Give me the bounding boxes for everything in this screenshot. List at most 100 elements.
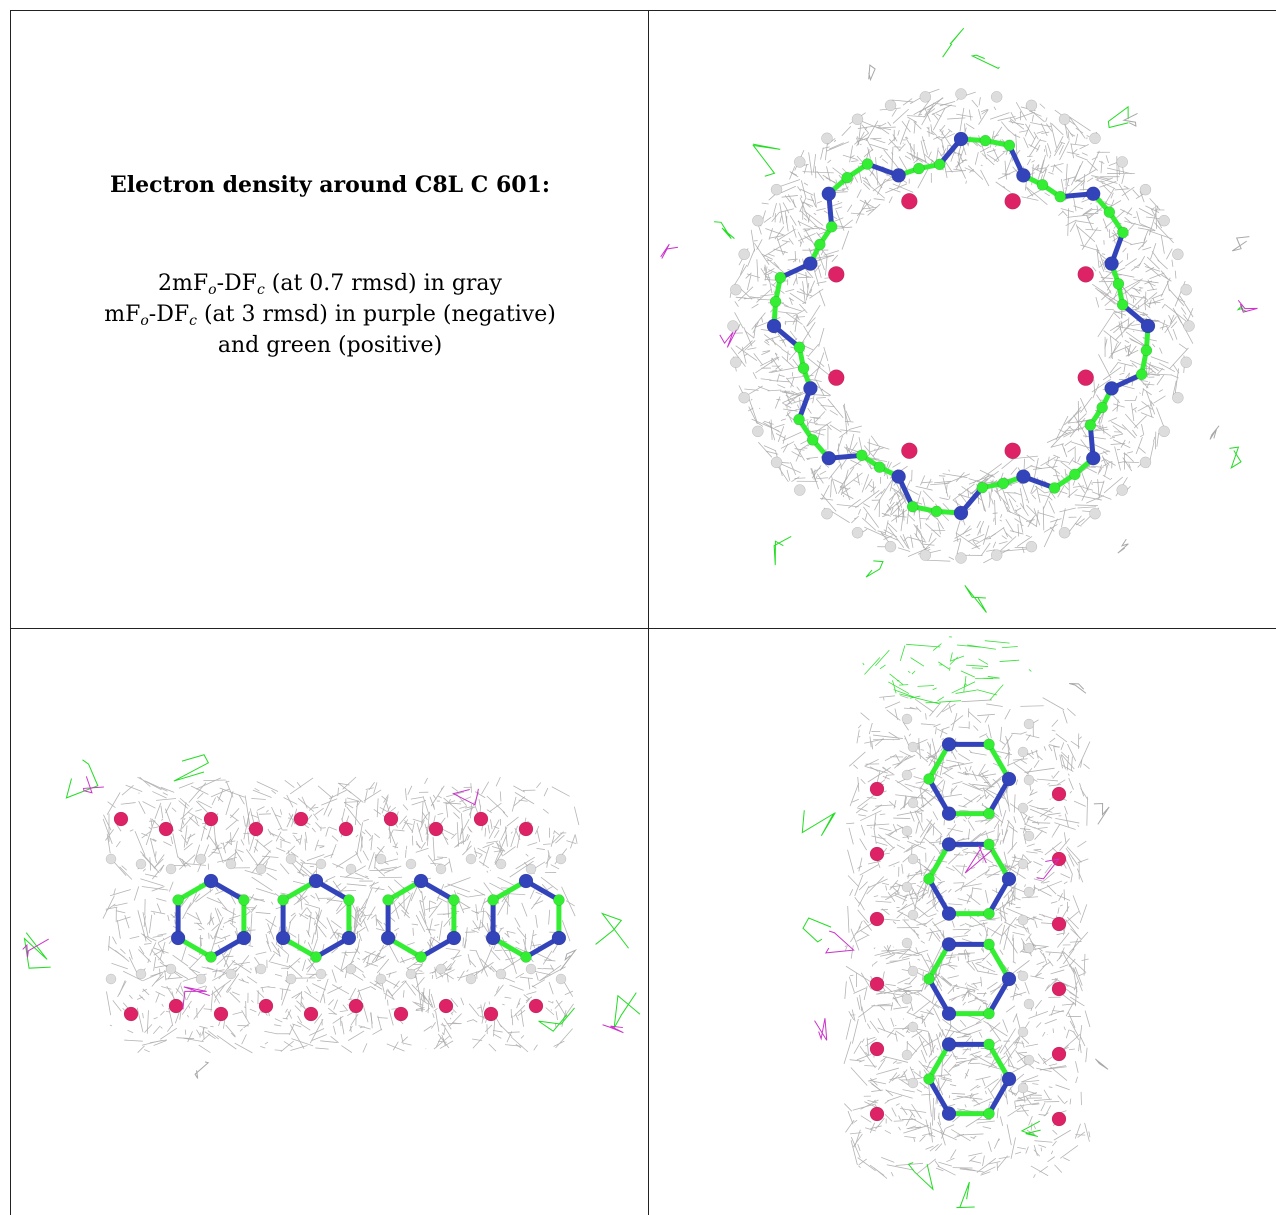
nitrogen-atom [1001, 971, 1017, 987]
hydrogen-atom [907, 909, 919, 921]
density-mesh [1001, 804, 1089, 891]
carbon-atom [1084, 419, 1097, 431]
hydrogen-atom [285, 853, 297, 865]
hydrogen-atom [1023, 1054, 1035, 1066]
nitrogen-atom [308, 873, 324, 889]
nitrogen-atom [485, 930, 501, 946]
nitrogen-atom [941, 1106, 957, 1121]
carbon-atom [913, 162, 925, 175]
carbon-atom [983, 838, 995, 851]
oxygen-atom [528, 998, 544, 1014]
oxygen-atom [901, 193, 918, 210]
hydrogen-atom [884, 99, 897, 112]
hydrogen-atom [884, 540, 897, 553]
hydrogen-atom [752, 214, 764, 227]
density-mesh [791, 420, 881, 509]
density-mesh [388, 777, 470, 873]
hydrogen-atom [901, 937, 913, 949]
difference-mesh-fragment [602, 1024, 624, 1034]
difference-mesh-fragment [773, 535, 792, 566]
hydrogen-atom [435, 963, 447, 975]
density-mesh [1081, 207, 1173, 295]
border-top [10, 10, 1276, 11]
density-mesh [1047, 419, 1133, 507]
hydrogen-atom [901, 993, 913, 1005]
density-mesh [845, 1095, 945, 1179]
hydrogen-atom [738, 248, 750, 261]
nitrogen-atom [891, 469, 906, 484]
difference-mesh-fragment [194, 1061, 210, 1079]
density-mesh [844, 910, 943, 1000]
carbon-atom [310, 951, 322, 963]
hydrogen-atom [195, 853, 207, 865]
hydrogen-atom [1180, 356, 1192, 369]
hydrogen-atom [435, 863, 447, 875]
density-mesh [1084, 185, 1165, 278]
caption-line-colors: and green (positive) [217, 333, 443, 358]
difference-mesh-fragment [956, 1181, 975, 1209]
density-mesh [750, 201, 830, 294]
hydrogen-atom [901, 713, 913, 725]
hydrogen-atom [465, 973, 477, 985]
carbon-atom [238, 894, 250, 906]
oxygen-atom [869, 911, 885, 927]
hydrogen-atom [1025, 99, 1038, 112]
border-middle-horizontal [10, 628, 1276, 629]
caption-cell: Electron density around C8L C 601: 2mFo-… [12, 12, 648, 628]
hydrogen-atom [495, 968, 507, 980]
density-mesh [862, 636, 1032, 705]
density-mesh [926, 739, 1012, 820]
carbon-atom [983, 1038, 995, 1051]
carbon-atom [793, 341, 806, 354]
difference-mesh-fragment [865, 560, 884, 578]
oxygen-atom [203, 811, 219, 827]
hydrogen-atom [990, 549, 1003, 561]
caption-line-difference: mFo-DFc (at 3 rmsd) in purple (negative) [12, 299, 648, 330]
carbon-atom [825, 221, 838, 233]
oxygen-atom [213, 1006, 229, 1022]
border-left [10, 10, 11, 1215]
nitrogen-atom [1085, 450, 1101, 466]
hydrogen-atom [770, 183, 783, 196]
hydrogen-atom [1139, 456, 1152, 469]
hydrogen-atom [990, 91, 1003, 103]
hydrogen-atom [901, 881, 913, 893]
nitrogen-atom [941, 906, 957, 921]
hydrogen-atom [1172, 391, 1184, 404]
hydrogen-atom [730, 356, 742, 369]
difference-mesh-fragment [964, 845, 993, 874]
difference-mesh-fragment [452, 788, 479, 806]
hydrogen-atom [821, 507, 833, 520]
line2-sub1: o [140, 313, 149, 329]
nitrogen-atom [380, 930, 396, 946]
carbon-atom [1117, 226, 1129, 239]
hydrogen-atom [1183, 320, 1195, 332]
hydrogen-atom [738, 391, 750, 404]
density-mesh [730, 302, 821, 392]
hydrogen-atom [955, 88, 967, 100]
hydrogen-atom [851, 526, 864, 539]
oxygen-atom [869, 976, 885, 992]
carbon-atom [793, 413, 805, 426]
difference-mesh-fragment [65, 759, 99, 799]
oxygen-atom [303, 1006, 319, 1022]
nitrogen-atom [941, 837, 957, 852]
hydrogen-atom [525, 963, 537, 975]
carbon-atom [806, 434, 819, 446]
density-mesh [468, 966, 537, 1052]
hydrogen-atom [907, 797, 919, 809]
density-mesh [775, 410, 870, 501]
carbon-atom [382, 894, 394, 906]
hydrogen-atom [1058, 526, 1071, 539]
difference-mesh-fragment [802, 917, 832, 943]
difference-mesh-fragment [182, 986, 210, 1010]
nitrogen-atom [341, 930, 357, 946]
difference-mesh-fragment [538, 1007, 575, 1032]
oxygen-atom [393, 1006, 409, 1022]
oxygen-atom [869, 781, 885, 797]
nitrogen-atom [953, 131, 969, 147]
carbon-atom [448, 894, 460, 906]
oxygen-atom [383, 811, 399, 827]
difference-mesh-fragment [595, 912, 629, 949]
hydrogen-atom [105, 973, 117, 985]
